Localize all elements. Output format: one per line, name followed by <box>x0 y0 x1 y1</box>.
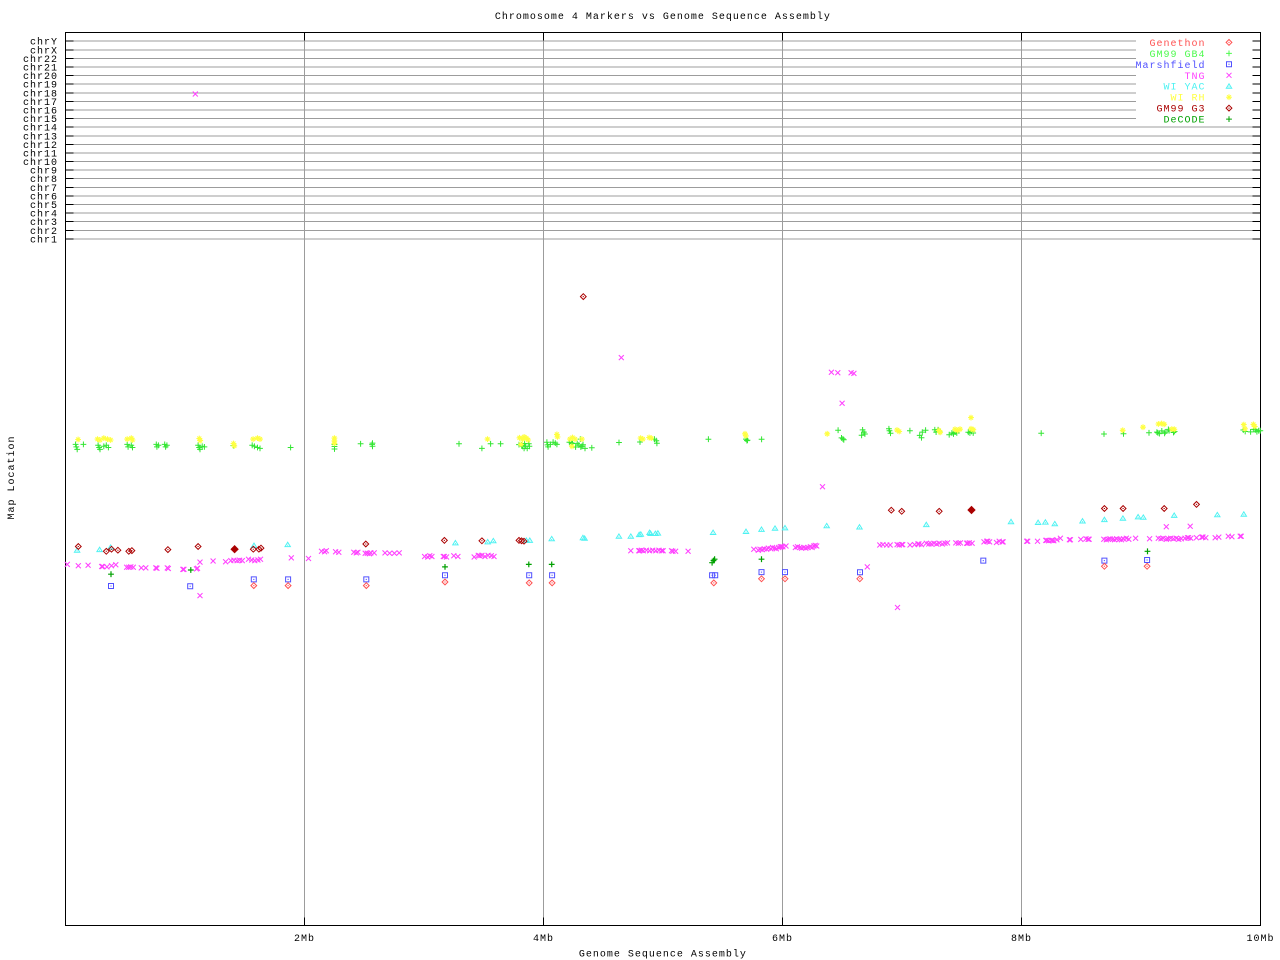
svg-text:GM99 G3: GM99 G3 <box>1156 105 1205 116</box>
svg-text:chr13: chr13 <box>23 131 58 143</box>
svg-text:chr19: chr19 <box>23 80 58 92</box>
svg-text:chr8: chr8 <box>30 174 58 186</box>
svg-text:chr12: chr12 <box>23 140 58 152</box>
svg-text:chr15: chr15 <box>23 114 58 126</box>
svg-text:chr7: chr7 <box>30 183 58 195</box>
svg-text:chr21: chr21 <box>23 63 58 75</box>
svg-text:chrY: chrY <box>30 37 58 49</box>
svg-text:DeCODE: DeCODE <box>1163 116 1205 127</box>
svg-text:chr2: chr2 <box>30 226 58 238</box>
svg-text:chr18: chr18 <box>23 88 58 100</box>
svg-text:Chromosome 4 Markers vs Genome: Chromosome 4 Markers vs Genome Sequence … <box>495 11 831 23</box>
svg-text:4Mb: 4Mb <box>533 933 554 945</box>
svg-text:chr6: chr6 <box>30 191 58 203</box>
svg-text:chr10: chr10 <box>23 157 58 169</box>
svg-text:chr11: chr11 <box>23 148 58 160</box>
svg-text:chr16: chr16 <box>23 106 58 118</box>
svg-text:Map Location: Map Location <box>6 435 18 519</box>
svg-text:chr1: chr1 <box>30 234 58 246</box>
svg-text:Genome Sequence Assembly: Genome Sequence Assembly <box>579 948 747 960</box>
svg-text:chr14: chr14 <box>23 123 58 135</box>
svg-text:6Mb: 6Mb <box>772 933 793 945</box>
svg-text:TNG: TNG <box>1184 72 1205 83</box>
svg-text:chr20: chr20 <box>23 71 58 83</box>
svg-text:chr3: chr3 <box>30 217 58 229</box>
svg-text:chr5: chr5 <box>30 200 58 212</box>
svg-text:WI RH: WI RH <box>1170 94 1205 105</box>
svg-text:chr22: chr22 <box>23 54 58 66</box>
svg-text:Genethon: Genethon <box>1149 38 1205 50</box>
svg-text:chr9: chr9 <box>30 166 58 178</box>
svg-text:2Mb: 2Mb <box>294 933 315 945</box>
svg-text:chrX: chrX <box>30 45 58 57</box>
svg-text:Marshfield: Marshfield <box>1135 60 1205 72</box>
svg-text:8Mb: 8Mb <box>1011 933 1032 945</box>
svg-text:GM99 GB4: GM99 GB4 <box>1149 50 1205 61</box>
svg-text:WI YAC: WI YAC <box>1163 83 1205 94</box>
svg-text:chr17: chr17 <box>23 97 58 109</box>
svg-text:chr4: chr4 <box>30 209 58 221</box>
svg-text:10Mb: 10Mb <box>1246 933 1274 945</box>
